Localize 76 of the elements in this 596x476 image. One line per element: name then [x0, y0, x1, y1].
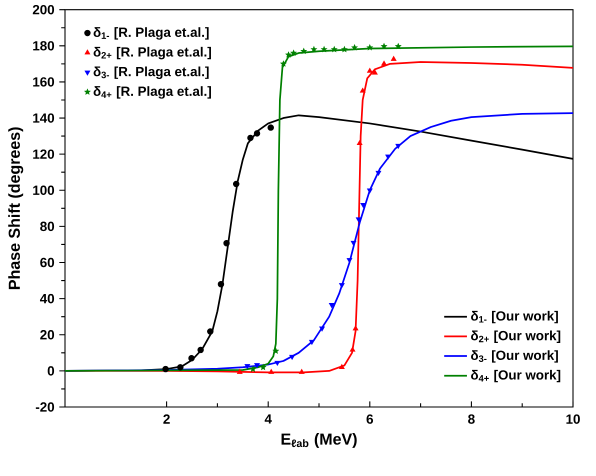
- legend-label: δ$_{1-}$ [R. Plaga et.al.]: [94, 27, 209, 40]
- legend-label: δ$_{2+}$ [R. Plaga et.al.]: [94, 46, 211, 60]
- x-axis-title: E$_{ℓab}$ (MeV): [282, 432, 357, 448]
- point: [366, 44, 373, 50]
- legend-label: δ$_{3-}$ [R. Plaga et.al.]: [94, 66, 209, 79]
- point: [289, 354, 295, 360]
- point: [247, 134, 254, 142]
- point: [285, 52, 292, 58]
- point: [331, 46, 338, 52]
- point: [310, 46, 317, 52]
- point: [272, 348, 279, 354]
- point: [350, 240, 356, 246]
- y-tick-label: 160: [33, 77, 54, 87]
- point: [328, 303, 335, 308]
- y-tick-label: 100: [33, 186, 54, 195]
- y-tick-label: 200: [32, 4, 54, 14]
- x-tick-label: 6: [366, 414, 374, 424]
- point: [244, 364, 250, 370]
- point: [218, 280, 224, 288]
- y-tick-label: 140: [33, 113, 54, 123]
- legend-label: δ$_{3-}$ [Our work]: [471, 350, 558, 363]
- point: [309, 340, 315, 345]
- y-tick-label: 80: [40, 222, 54, 232]
- y-tick-label: 0: [48, 366, 54, 376]
- point: [197, 346, 204, 354]
- point: [366, 188, 373, 194]
- point: [188, 355, 195, 362]
- point: [268, 124, 274, 131]
- y-axis-title: Phase Shift (degrees): [8, 127, 24, 290]
- point: [233, 180, 240, 188]
- y-tick-label: 60: [40, 258, 54, 268]
- x-tick-label: 4: [264, 414, 272, 424]
- point: [360, 88, 366, 93]
- x-tick-label: 10: [566, 414, 580, 424]
- point: [254, 363, 260, 368]
- point: [341, 46, 348, 52]
- point: [395, 144, 402, 149]
- point: [268, 368, 274, 374]
- point: [372, 70, 378, 75]
- point: [339, 364, 345, 370]
- point: [260, 364, 266, 370]
- x-tick-label: 2: [163, 414, 170, 424]
- legend-label: δ$_{4+}$ [R. Plaga et.al.]: [94, 86, 211, 99]
- y-tick-label: -20: [36, 402, 54, 412]
- point: [339, 283, 345, 288]
- y-tick-label: 20: [40, 330, 54, 340]
- legend-label: δ$_{1-}$ [Our work]: [471, 310, 558, 324]
- point: [356, 140, 362, 146]
- point: [274, 360, 280, 366]
- point: [280, 60, 287, 66]
- point: [350, 346, 356, 352]
- point: [254, 130, 260, 137]
- point: [385, 154, 391, 160]
- point: [319, 326, 325, 332]
- point: [352, 44, 358, 50]
- point: [223, 240, 230, 246]
- point: [250, 366, 256, 372]
- point: [162, 366, 169, 372]
- point: [380, 43, 388, 49]
- point: [390, 56, 396, 61]
- point: [395, 43, 402, 49]
- point: [381, 60, 387, 66]
- point: [321, 46, 328, 52]
- point: [207, 328, 214, 335]
- legend-label: δ$_{4+}$ [Our work]: [471, 370, 560, 382]
- y-tick-label: 120: [33, 149, 54, 159]
- y-tick-label: 40: [40, 294, 54, 304]
- y-tick-label: 180: [33, 41, 54, 51]
- point: [290, 50, 297, 56]
- point: [236, 368, 243, 374]
- legend-label: δ$_{2+}$ [Our work]: [471, 330, 560, 343]
- point: [177, 364, 184, 370]
- point: [300, 48, 307, 54]
- point: [298, 368, 305, 374]
- x-tick-label: 8: [468, 414, 475, 424]
- point: [376, 170, 382, 176]
